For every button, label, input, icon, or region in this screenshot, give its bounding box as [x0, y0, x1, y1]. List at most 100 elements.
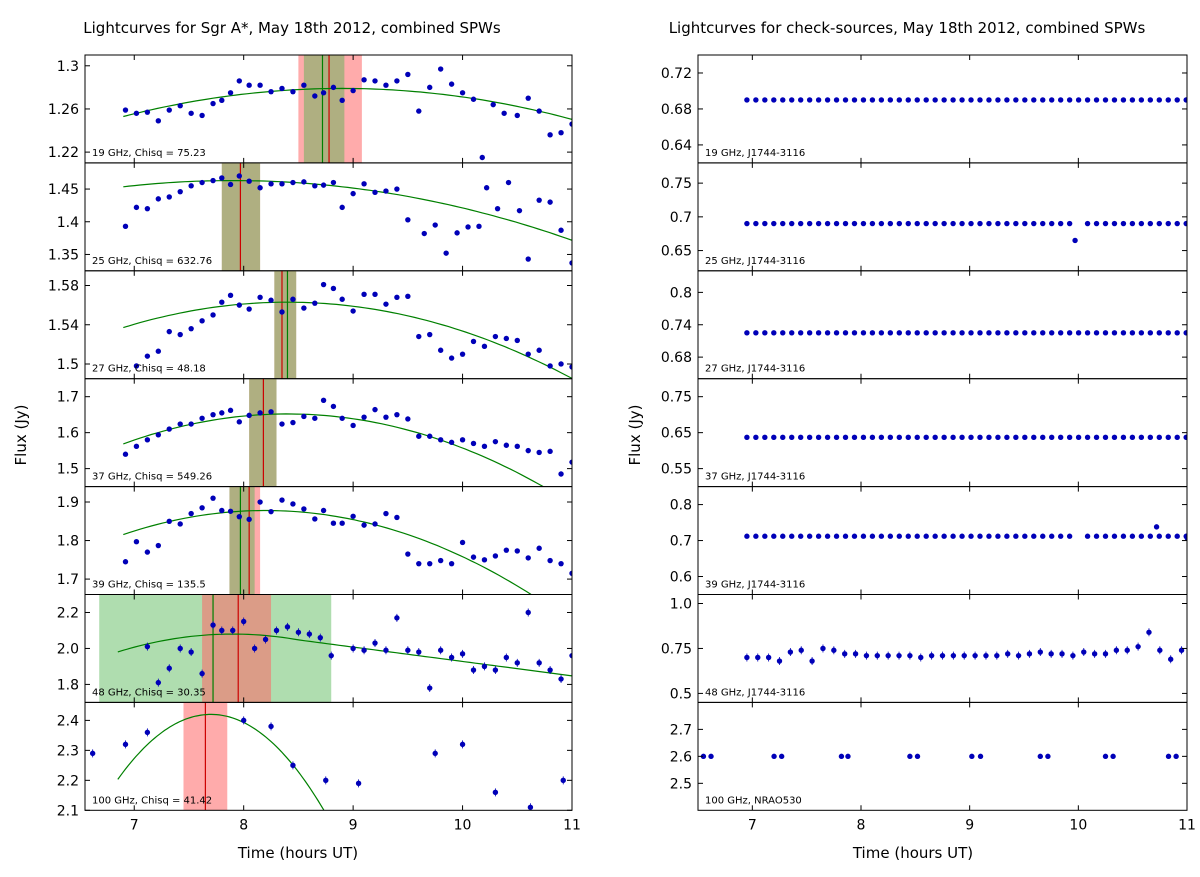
panel-frame: [697, 378, 1188, 488]
data-point: [290, 88, 296, 95]
data-point: [320, 90, 327, 96]
data-point: [427, 685, 433, 691]
data-point: [860, 330, 867, 336]
red-uncertainty-band: [298, 55, 362, 163]
red-uncertainty-band: [202, 594, 272, 703]
panel-plot-area: [744, 434, 1187, 441]
data-point: [959, 97, 965, 103]
data-point: [977, 533, 983, 539]
data-point: [372, 406, 378, 413]
data-point: [797, 97, 804, 103]
data-point: [330, 179, 337, 186]
data-point: [986, 220, 992, 227]
data-point: [995, 434, 1001, 441]
data-point: [833, 97, 840, 103]
data-point: [295, 629, 302, 635]
panel-plot-area: [122, 162, 572, 271]
panel-plot-area: [744, 220, 1187, 244]
data-point: [290, 296, 296, 302]
panel-plot-area: [744, 628, 1185, 666]
data-point: [525, 555, 531, 561]
fit-curve: [117, 633, 572, 677]
y-tick-label: 1.0: [670, 596, 692, 612]
panel-check-48: 0.5 0.75 1.0 48 GHz, J1744-3116: [661, 594, 1188, 703]
data-point: [1081, 649, 1087, 655]
data-point: [350, 513, 356, 519]
data-point: [824, 434, 831, 441]
data-point: [123, 379, 128, 384]
data-point: [301, 305, 307, 311]
data-point: [1173, 753, 1179, 760]
data-point: [394, 615, 400, 621]
data-point: [416, 333, 422, 340]
data-point: [1183, 220, 1187, 227]
y-tick-label: 0.68: [661, 102, 692, 118]
data-point: [1165, 330, 1171, 336]
data-point: [144, 643, 151, 650]
data-point: [177, 645, 183, 652]
data-point: [869, 330, 876, 336]
panel-plot-area: [89, 702, 566, 811]
data-point: [569, 364, 572, 370]
data-point: [753, 533, 759, 539]
panel-frame: [84, 701, 573, 811]
y-tick-label: 1.58: [48, 279, 79, 295]
data-point: [1111, 97, 1118, 103]
data-point: [1111, 330, 1118, 336]
data-point: [481, 557, 488, 563]
data-point: [765, 654, 772, 661]
data-point: [416, 108, 422, 114]
data-point: [1093, 434, 1100, 441]
data-point: [1102, 220, 1109, 227]
data-point: [459, 741, 466, 748]
data-point: [503, 442, 510, 448]
data-point: [1084, 533, 1091, 539]
data-point: [845, 753, 851, 760]
data-point: [133, 443, 140, 450]
data-point: [1111, 533, 1118, 539]
data-point: [1013, 434, 1019, 441]
data-point: [443, 250, 449, 256]
data-point: [874, 652, 880, 659]
data-point: [1066, 220, 1073, 227]
data-point: [372, 78, 378, 84]
data-point: [536, 449, 542, 456]
panel-check-19: 0.64 0.68 0.72 19 GHz, J1744-3116: [661, 54, 1188, 164]
data-point: [330, 285, 337, 292]
green-uncertainty-band: [303, 55, 345, 163]
data-point: [459, 90, 466, 96]
y-tick-label: 1.3: [57, 59, 79, 75]
data-point: [887, 434, 894, 441]
data-point: [959, 533, 965, 539]
data-point: [144, 549, 151, 555]
data-point: [323, 777, 329, 784]
data-point: [219, 410, 225, 416]
data-point: [1084, 220, 1091, 227]
data-point: [279, 181, 285, 187]
data-point: [492, 333, 499, 340]
data-point: [1153, 524, 1160, 530]
data-point: [257, 294, 263, 300]
data-point: [806, 220, 813, 227]
data-point: [1057, 97, 1064, 103]
y-tick-label: 1.7: [57, 572, 79, 588]
data-point: [1138, 330, 1145, 336]
data-point: [838, 753, 845, 760]
data-point: [144, 109, 151, 115]
data-point: [869, 533, 876, 539]
data-point: [339, 204, 345, 211]
data-point: [1004, 97, 1010, 103]
data-point: [815, 533, 822, 539]
data-point: [995, 330, 1001, 336]
data-point: [481, 343, 488, 350]
data-point: [820, 645, 826, 652]
data-point: [887, 97, 894, 103]
data-point: [516, 207, 523, 214]
data-point: [312, 415, 318, 421]
panel-sgra-37: 1.5 1.6 1.7 37 GHz, Chisq = 549.26: [57, 378, 573, 488]
panel-plot-area: [122, 378, 572, 487]
data-point: [536, 197, 542, 203]
data-point: [1120, 97, 1127, 103]
data-point: [405, 416, 411, 422]
data-point: [525, 447, 531, 454]
